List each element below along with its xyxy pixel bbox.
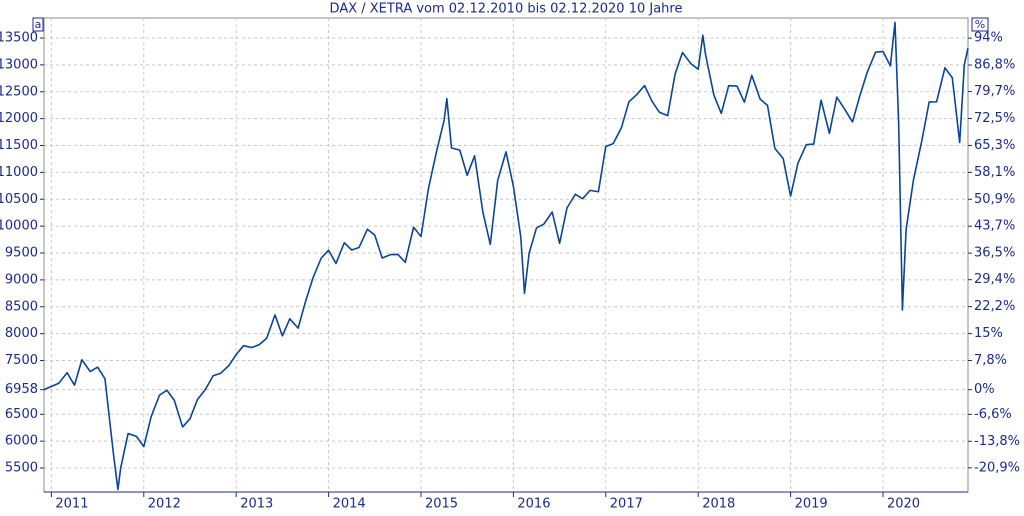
y-tick-label: 6958	[5, 382, 38, 397]
x-tick-label: 2018	[702, 497, 735, 512]
y2-tick-label: 7,8%	[974, 353, 1007, 368]
y2-tick-label: -20,9%	[974, 460, 1020, 475]
y-tick-label: 10500	[0, 192, 38, 207]
y2-tick-label: 0%	[974, 382, 995, 397]
y-tick-label: 13500	[0, 30, 38, 45]
y-tick-label: 7500	[5, 353, 38, 368]
x-tick-label: 2019	[795, 497, 828, 512]
y2-tick-label: -6,6%	[974, 407, 1012, 422]
y2-tick-label: 65,3%	[974, 138, 1015, 153]
x-tick-label: 2016	[517, 497, 550, 512]
y-tick-label: 12000	[0, 111, 38, 126]
price-line	[43, 21, 969, 491]
left-axis-box	[32, 17, 44, 32]
y2-tick-label: 94%	[974, 31, 1003, 46]
x-tick-label: 2014	[333, 497, 366, 512]
x-tick-label: 2017	[610, 497, 643, 512]
x-tick-label: 2011	[55, 497, 88, 512]
y-tick-label: 8000	[5, 326, 38, 341]
y2-tick-label: -13,8%	[974, 434, 1020, 449]
y-tick-label: 6000	[5, 434, 38, 449]
x-tick-label: 2020	[887, 497, 920, 512]
y-tick-label: 13000	[0, 57, 38, 72]
y-tick-label: 12500	[0, 84, 38, 99]
y-tick-label: 9500	[5, 246, 38, 261]
x-tick-label: 2015	[425, 497, 458, 512]
y2-tick-label: 36,5%	[974, 246, 1015, 261]
y2-tick-label: 15%	[974, 326, 1003, 341]
plot-area	[43, 17, 969, 493]
y2-tick-label: 22,2%	[974, 299, 1015, 314]
x-tick-label: 2013	[240, 497, 273, 512]
left-axis-label: a	[35, 18, 42, 31]
y-tick-label: 10000	[0, 219, 38, 234]
y2-tick-label: 79,7%	[974, 84, 1015, 99]
y2-tick-label: 72,5%	[974, 111, 1015, 126]
chart-title: DAX / XETRA vom 02.12.2010 bis 02.12.202…	[330, 2, 683, 17]
y-tick-label: 9000	[5, 272, 38, 287]
y-tick-label: 11500	[0, 138, 38, 153]
right-axis-box	[971, 17, 989, 32]
y-tick-label: 6500	[5, 407, 38, 422]
y2-tick-label: 43,7%	[974, 219, 1015, 234]
y-tick-label: 8500	[5, 299, 38, 314]
y2-tick-label: 58,1%	[974, 165, 1015, 180]
x-tick-label: 2012	[148, 497, 181, 512]
right-axis-label: %	[975, 18, 985, 31]
y2-tick-label: 86,8%	[974, 58, 1015, 73]
y-tick-label: 5500	[5, 461, 38, 476]
y2-tick-label: 50,9%	[974, 192, 1015, 207]
y-tick-label: 11000	[0, 165, 38, 180]
y2-tick-label: 29,4%	[974, 272, 1015, 287]
